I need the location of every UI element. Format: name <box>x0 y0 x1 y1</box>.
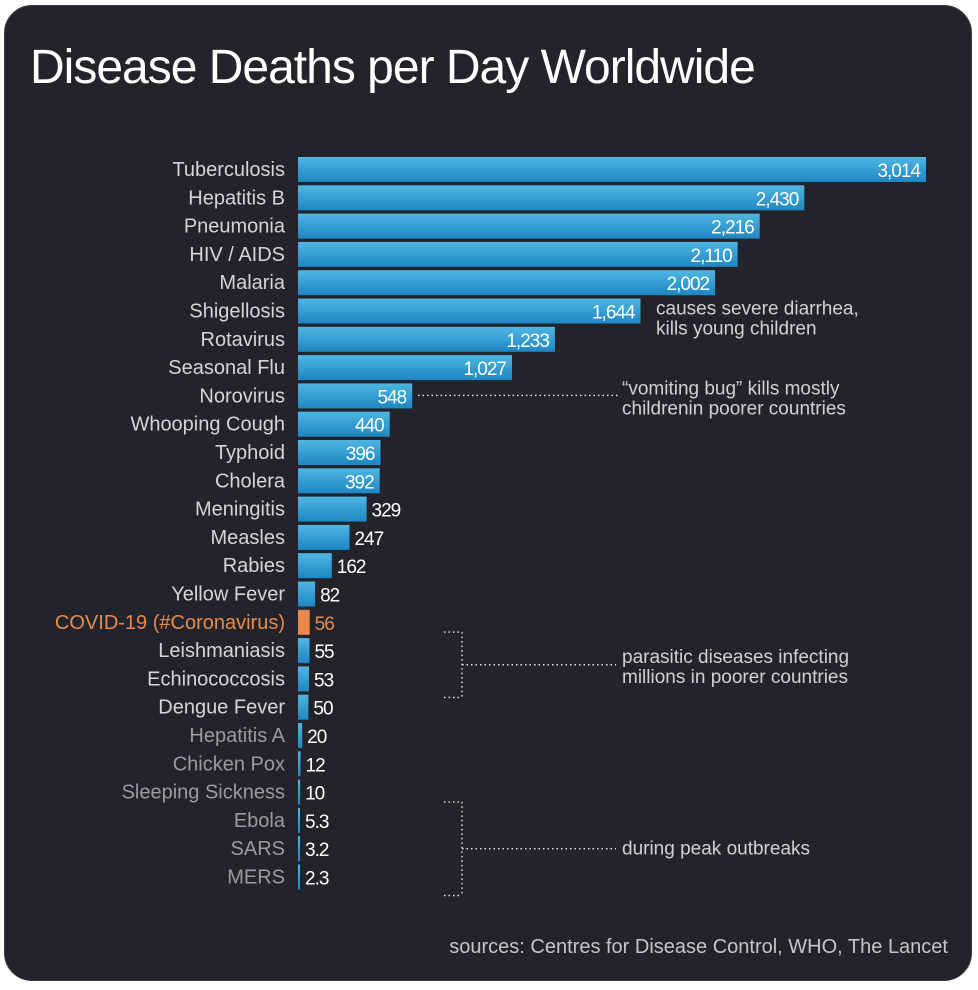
value-label-echinococcosis: 53 <box>314 670 334 691</box>
bars-group: Tuberculosis 3,014 Hepatitis B 2,430 Pneumon… <box>55 157 926 890</box>
value-label-hiv-aids: 2,110 <box>691 246 733 267</box>
bar-meningitis <box>298 496 367 522</box>
bar-yellow-fever <box>298 581 316 607</box>
category-label-hiv-aids: HIV / AIDS <box>189 244 285 266</box>
category-label-seasonal-flu: Seasonal Flu <box>168 357 285 379</box>
category-label-hepatitis-a: Hepatitis A <box>189 725 285 747</box>
category-label-rotavirus: Rotavirus <box>201 329 285 351</box>
bar-shigellosis <box>298 298 641 324</box>
value-label-hepatitis-a: 20 <box>307 727 327 748</box>
category-label-dengue-fever: Dengue Fever <box>158 697 285 719</box>
bar-echinococcosis <box>298 666 309 692</box>
value-label-cholera: 392 <box>345 472 374 493</box>
value-label-meningitis: 329 <box>372 501 401 522</box>
category-label-shigellosis: Shigellosis <box>189 301 285 323</box>
bar-sleeping-sickness <box>298 779 301 805</box>
value-label-malaria: 2,002 <box>667 274 710 295</box>
bar-mers <box>298 864 300 890</box>
bar-hepatitis-b <box>298 185 805 211</box>
value-label-norovirus: 548 <box>377 387 406 408</box>
value-label-rotavirus: 1,233 <box>506 331 549 352</box>
value-label-pneumonia: 2,216 <box>711 218 754 239</box>
category-label-sars: SARS <box>231 838 285 860</box>
bar-hepatitis-a <box>298 723 303 748</box>
value-label-yellow-fever: 82 <box>320 586 340 607</box>
value-label-covid-19-coronavirus: 56 <box>315 614 335 635</box>
category-label-yellow-fever: Yellow Fever <box>171 584 285 606</box>
value-label-ebola: 5.3 <box>305 812 329 833</box>
value-label-mers: 2.3 <box>305 869 329 890</box>
bar-ebola <box>298 807 300 833</box>
annotation-parasitic: parasitic diseases infecting millions in … <box>622 647 849 688</box>
bar-pneumonia <box>298 213 760 239</box>
value-label-tuberculosis: 3,014 <box>877 161 921 182</box>
bar-leishmaniasis <box>298 638 310 664</box>
value-label-sleeping-sickness: 10 <box>305 784 325 805</box>
bar-dengue-fever <box>298 694 309 720</box>
category-label-meningitis: Meningitis <box>195 499 285 521</box>
bar-sars <box>298 836 300 862</box>
category-label-echinococcosis: Echinococcosis <box>147 668 285 690</box>
category-label-norovirus: Norovirus <box>199 385 285 407</box>
category-label-tuberculosis: Tuberculosis <box>172 159 285 181</box>
annotation-outbreaks: during peak outbreaks <box>622 839 810 860</box>
chart-title: Disease Deaths per Day Worldwide <box>30 41 756 94</box>
bar-cholera <box>298 468 380 494</box>
bar-malaria <box>298 270 716 296</box>
source-note: sources: Centres for Disease Control, WH… <box>449 936 948 958</box>
bar-typhoid <box>298 440 381 465</box>
value-label-shigellosis: 1,644 <box>592 303 636 324</box>
bar-whooping-cough <box>298 411 390 437</box>
category-label-malaria: Malaria <box>219 272 285 294</box>
category-label-sleeping-sickness: Sleeping Sickness <box>122 782 285 804</box>
bar-seasonal-flu <box>298 355 512 381</box>
category-label-rabies: Rabies <box>223 555 285 577</box>
category-label-ebola: Ebola <box>234 810 286 832</box>
category-label-typhoid: Typhoid <box>215 442 285 464</box>
category-label-chicken-pox: Chicken Pox <box>173 753 285 775</box>
value-label-measles: 247 <box>354 529 383 550</box>
value-label-rabies: 162 <box>337 557 366 578</box>
value-label-seasonal-flu: 1,027 <box>463 359 506 380</box>
category-label-cholera: Cholera <box>215 470 286 492</box>
bar-measles <box>298 524 350 550</box>
value-label-sars: 3.2 <box>305 840 329 861</box>
value-label-dengue-fever: 50 <box>313 699 333 720</box>
category-label-mers: MERS <box>227 867 285 889</box>
annotations-group: causes severe diarrhea, kills young child… <box>418 299 859 897</box>
bar-covid-19-coronavirus <box>298 609 310 635</box>
bar-chicken-pox <box>298 751 301 777</box>
category-label-covid-19-coronavirus: COVID-19 (#Coronavirus) <box>55 612 285 634</box>
bar-rabies <box>298 553 332 579</box>
value-label-chicken-pox: 12 <box>306 755 326 776</box>
bar-hiv-aids <box>298 241 738 267</box>
annotation-shigellosis: causes severe diarrhea, kills young child… <box>656 299 859 340</box>
annotation-norovirus: “vomiting bug” kills mostly childrenin po… <box>622 378 846 419</box>
category-label-measles: Measles <box>211 527 285 549</box>
value-label-whooping-cough: 440 <box>355 416 384 437</box>
value-label-hepatitis-b: 2,430 <box>756 189 799 210</box>
category-label-hepatitis-b: Hepatitis B <box>188 187 285 209</box>
bar-norovirus <box>298 383 413 409</box>
value-label-leishmaniasis: 55 <box>314 642 334 663</box>
value-label-typhoid: 396 <box>346 444 375 465</box>
category-label-whooping-cough: Whooping Cough <box>130 414 285 436</box>
category-label-pneumonia: Pneumonia <box>184 216 286 238</box>
category-label-leishmaniasis: Leishmaniasis <box>158 640 285 662</box>
bar-rotavirus <box>298 326 555 352</box>
bar-tuberculosis <box>298 157 926 182</box>
